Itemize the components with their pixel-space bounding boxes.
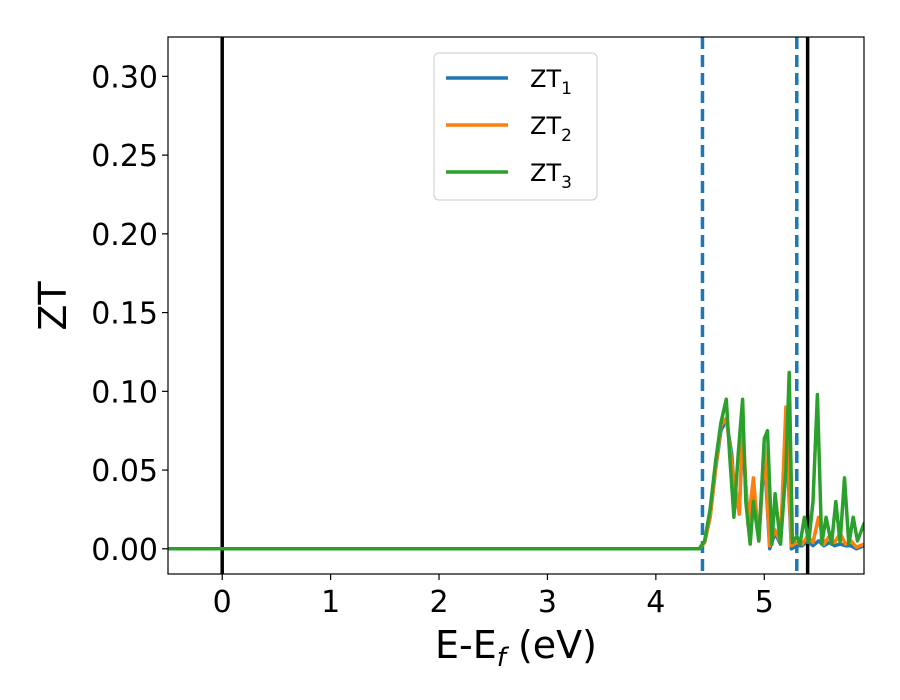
x-tick-label: 2 [429, 585, 448, 620]
legend-label-1: ZT1 [530, 65, 572, 99]
x-tick-label: 3 [538, 585, 557, 620]
x-axis-title: E-Ef (eV) [435, 623, 597, 673]
y-tick-label: 0.00 [91, 533, 158, 568]
axis-ticks: 0 1 2 3 4 5 0.00 0.05 0.10 0.15 0.20 0.25 0.30 [91, 60, 774, 620]
legend-box [433, 52, 598, 201]
y-tick-label: 0.30 [91, 60, 158, 95]
legend-label-3: ZT3 [530, 159, 572, 193]
y-tick-label: 0.05 [91, 454, 158, 489]
x-tick-label: 1 [321, 585, 340, 620]
y-tick-label: 0.15 [91, 297, 158, 332]
plot-frame [167, 36, 865, 575]
y-axis-title: ZT [31, 281, 75, 331]
series-line-3 [168, 370, 864, 551]
plot-area [168, 37, 864, 574]
legend: ZT1 ZT2 ZT3 [433, 52, 598, 201]
y-tick-label: 0.20 [91, 218, 158, 253]
y-tick-label: 0.25 [91, 139, 158, 174]
x-tick-label: 4 [646, 585, 665, 620]
x-tick-label: 0 [213, 585, 232, 620]
y-tick-label: 0.10 [91, 375, 158, 410]
legend-label-2: ZT2 [530, 112, 572, 146]
x-tick-label: 5 [755, 585, 774, 620]
